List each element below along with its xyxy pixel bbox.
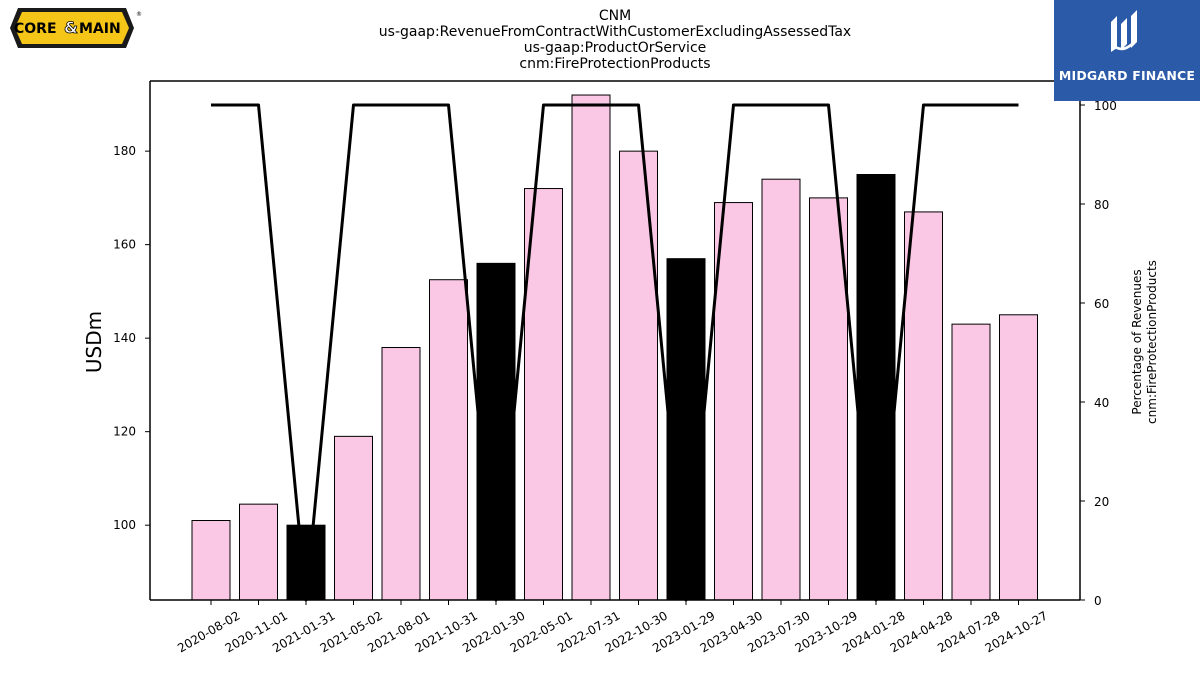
bar [524, 188, 563, 601]
y-axis-label: USDm [82, 311, 106, 373]
y-tick-label: 140 [113, 331, 136, 345]
chart-title-line: us-gaap:ProductOrService [524, 40, 707, 56]
y-right-tick-label: 20 [1094, 495, 1109, 509]
bar [999, 314, 1038, 601]
bar [809, 197, 848, 601]
core-and-main-logo-graphic: CORE & MAIN ® [10, 8, 142, 48]
midgard-mark-swoosh [1113, 39, 1137, 51]
bar [429, 279, 468, 601]
y-tick-label: 180 [113, 144, 136, 158]
bar [761, 178, 801, 601]
bar [619, 150, 658, 601]
bar [334, 435, 373, 601]
y-right-axis-label: cnm:FireProtectionProducts [1145, 260, 1159, 424]
midgard-mark-left [1111, 16, 1117, 52]
bar [714, 202, 753, 601]
bar [951, 323, 991, 601]
logo-left-main: MAIN [79, 21, 121, 37]
bar [239, 503, 278, 601]
midgard-finance-text: MIDGARD FINANCE [1058, 68, 1196, 83]
y-right-tick-label: 80 [1094, 198, 1109, 212]
y-right-tick-label: 100 [1094, 99, 1117, 113]
logo-left-registered: ® [136, 11, 142, 18]
midgard-mark-right [1131, 10, 1137, 48]
chart-title-line: cnm:FireProtectionProducts [519, 56, 710, 72]
core-and-main-logo: CORE & MAIN ® [6, 6, 146, 54]
midgard-mark-middle [1121, 18, 1127, 50]
chart-title-line: CNM [599, 8, 631, 24]
bar [666, 258, 706, 601]
midgard-finance-mark [1111, 10, 1137, 52]
y-tick-label: 100 [113, 518, 136, 532]
y-right-tick-label: 60 [1094, 297, 1109, 311]
bar [856, 174, 896, 601]
chart-title-line: us-gaap:RevenueFromContractWithCustomerE… [379, 24, 851, 40]
y-tick-label: 160 [113, 238, 136, 252]
logo-left-amp: & [64, 18, 78, 37]
midgard-finance-logo: MIDGARD FINANCE [1054, 0, 1200, 101]
y-right-axis-label: Percentage of Revenues [1130, 269, 1144, 414]
bar [191, 520, 231, 601]
logo-left-core: CORE [14, 21, 57, 37]
y-tick-label: 120 [113, 425, 136, 439]
y-right-tick-label: 40 [1094, 396, 1109, 410]
percentage-line [211, 103, 1019, 602]
bar [571, 94, 611, 601]
y-right-tick-label: 0 [1094, 594, 1102, 608]
logo-left-band [22, 20, 122, 36]
bar [476, 262, 516, 601]
bar [904, 211, 943, 601]
bar [381, 347, 421, 601]
